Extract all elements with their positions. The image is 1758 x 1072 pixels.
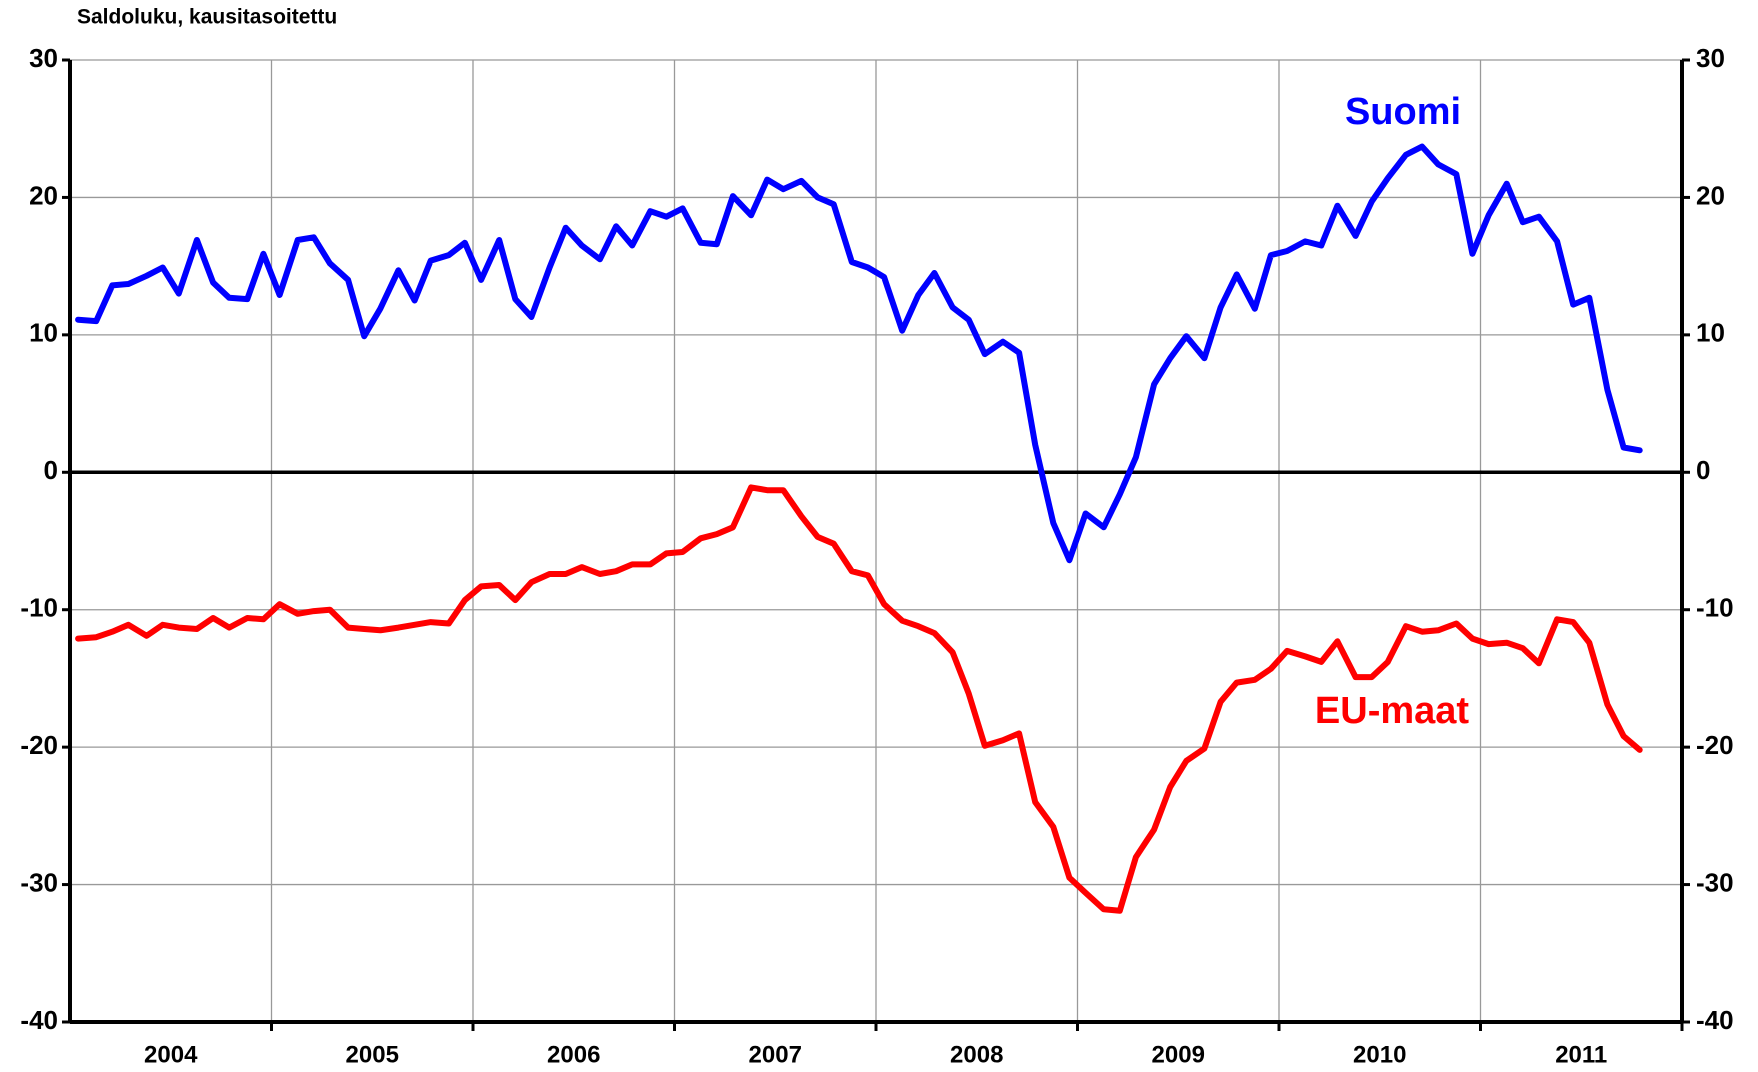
y2-tick-label: -20 xyxy=(1696,730,1734,760)
y2-tick-label: 10 xyxy=(1696,318,1725,348)
y-tick-label: -40 xyxy=(20,1005,58,1035)
series-line xyxy=(75,143,1643,564)
x-tick-label: 2009 xyxy=(1152,1041,1205,1068)
y-tick-label: 0 xyxy=(44,455,58,485)
y-tick-label: 10 xyxy=(29,318,58,348)
x-tick-label: 2006 xyxy=(547,1041,600,1068)
x-tick-label: 2011 xyxy=(1555,1041,1607,1068)
y2-tick-label: -40 xyxy=(1696,1005,1734,1035)
series-label: Suomi xyxy=(1345,91,1461,133)
x-tick-label: 2004 xyxy=(144,1041,198,1068)
x-tick-label: 2008 xyxy=(950,1041,1003,1068)
series-line xyxy=(75,484,1643,914)
y-tick-label: -10 xyxy=(20,593,58,623)
y2-tick-label: -30 xyxy=(1696,867,1734,897)
y2-tick-label: 20 xyxy=(1696,180,1725,210)
y-tick-label: -30 xyxy=(20,867,58,897)
x-tick-label: 2010 xyxy=(1353,1041,1406,1068)
y-tick-label: -20 xyxy=(20,730,58,760)
y2-tick-label: 0 xyxy=(1696,455,1710,485)
x-tick-label: 2007 xyxy=(749,1041,802,1068)
y-tick-label: 30 xyxy=(29,43,58,73)
chart-title: Saldoluku, kausitasoitettu xyxy=(77,6,337,29)
series-label: EU-maat xyxy=(1315,690,1469,732)
y2-tick-label: -10 xyxy=(1696,593,1734,623)
y2-tick-label: 30 xyxy=(1696,43,1725,73)
x-tick-label: 2005 xyxy=(346,1041,399,1068)
y-tick-label: 20 xyxy=(29,180,58,210)
